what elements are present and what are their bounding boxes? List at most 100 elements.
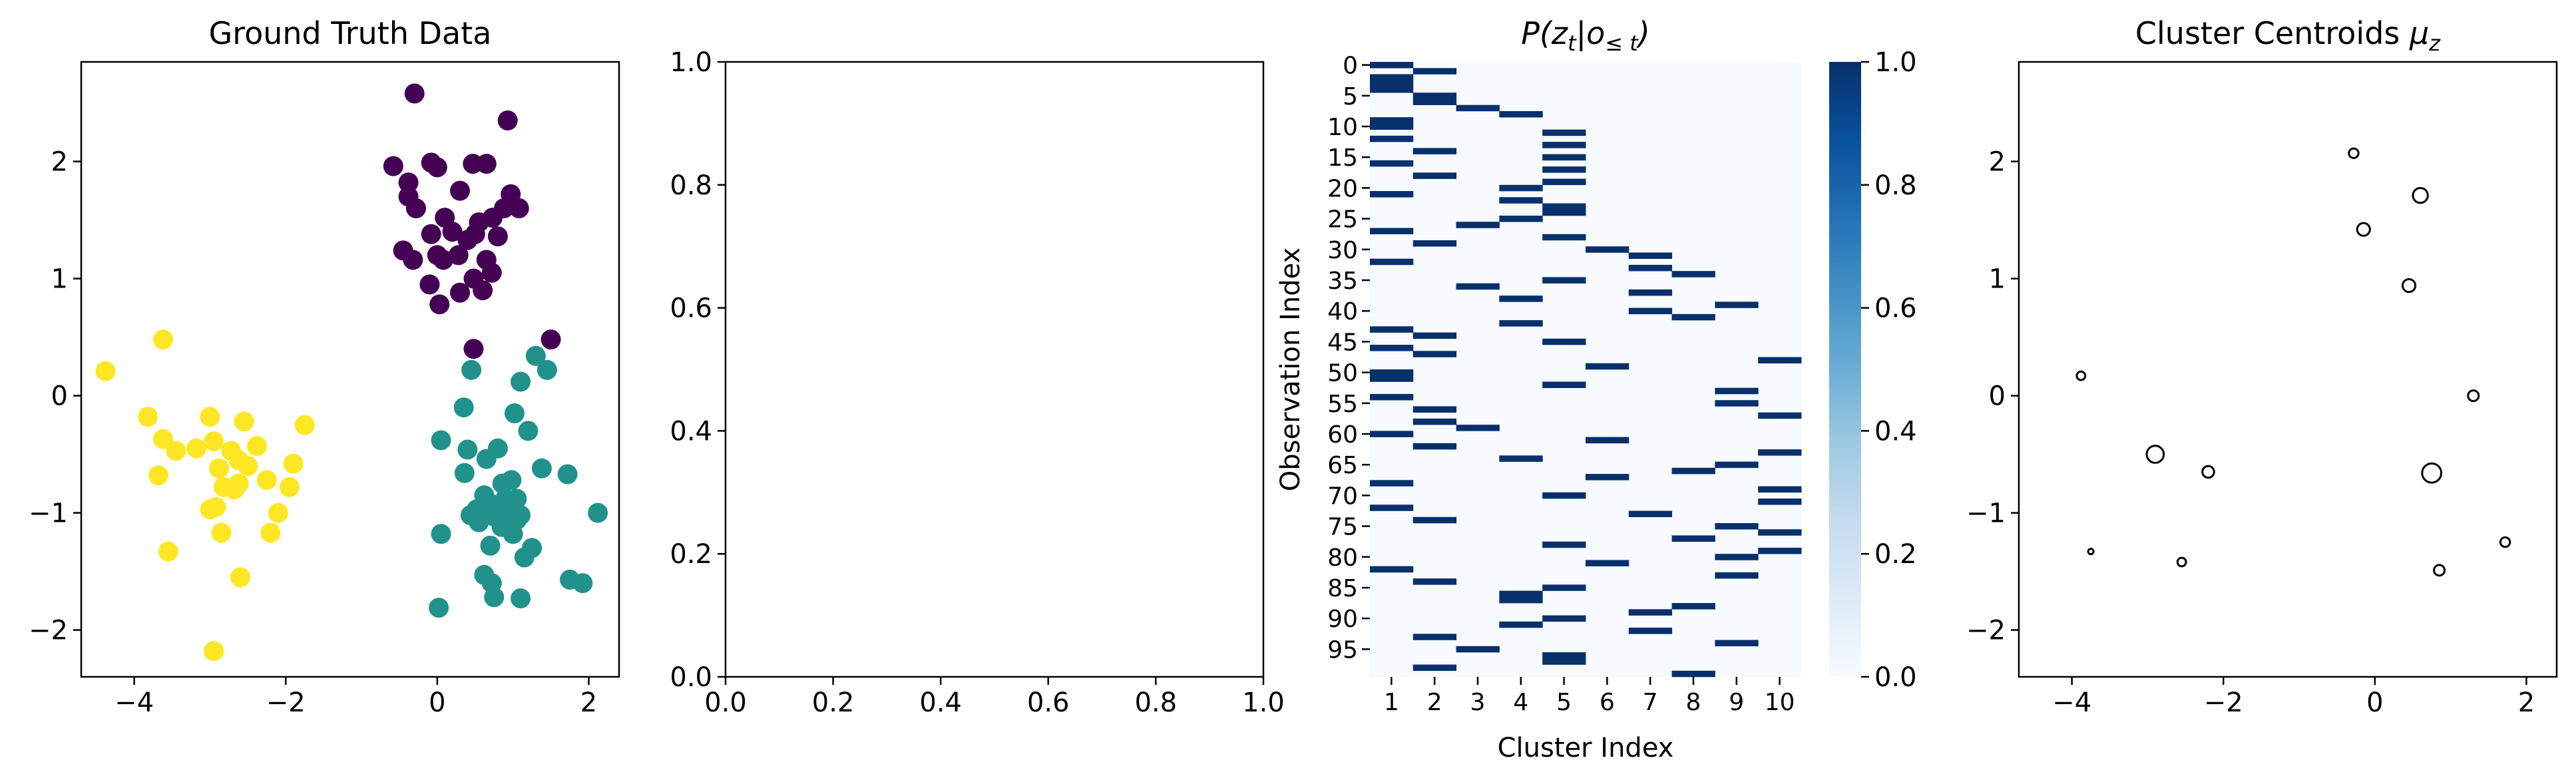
gt-point-cluster-2 <box>504 403 525 423</box>
empty-xtick-label: 1.0 <box>1242 687 1285 718</box>
gt-point-cluster-2 <box>531 458 552 479</box>
heatmap-cell-row-69 <box>1758 486 1802 493</box>
heatmap-cell-row-22 <box>1499 197 1543 204</box>
heatmap-xtick-label: 5 <box>1556 689 1572 716</box>
gt-point-cluster-2 <box>511 588 531 609</box>
gt-point-cluster-2 <box>453 397 474 418</box>
heatmap-cell-row-57 <box>1758 412 1802 419</box>
heatmap-ytick-label: 40 <box>1327 298 1358 325</box>
centroids-title-sub: z <box>2428 31 2441 56</box>
heatmap-ytick-label: 20 <box>1327 175 1358 202</box>
gt-point-cluster-2 <box>454 463 475 483</box>
centroids-panel: Cluster Centroids μz −4 −2 0 2 −2 −1 0 1 2 <box>1966 15 2558 718</box>
heatmap-cell-row-33 <box>1628 264 1673 272</box>
heatmap-cell-row-52 <box>1542 381 1586 389</box>
heatmap-cell-row-11 <box>1542 129 1586 136</box>
heatmap-cell-row-17 <box>1542 166 1586 173</box>
heatmap-cell-row-27 <box>1370 228 1414 235</box>
gt-point-cluster-1 <box>442 222 463 242</box>
gt-point-cluster-1 <box>429 294 450 315</box>
centroid-markers <box>2075 147 2511 577</box>
heatmap-cell-row-63 <box>1758 449 1802 456</box>
heatmap-cell-row-81 <box>1586 560 1629 566</box>
gt-point-cluster-1 <box>473 280 493 301</box>
heatmap-cell-row-65 <box>1715 461 1759 469</box>
empty-panel: 0.0 0.2 0.4 0.6 0.8 1.0 0.0 0.2 0.4 0.6 0.8 1.0 <box>670 47 1284 718</box>
heatmap-cell-row-92 <box>1628 628 1673 634</box>
empty-ytick-label: 0.0 <box>670 662 712 693</box>
centroid-marker <box>2401 278 2417 294</box>
heatmap-cell-row-15 <box>1542 154 1586 161</box>
heatmap-cell-row-48 <box>1758 357 1802 364</box>
heatmap-ytick-label: 45 <box>1327 329 1358 356</box>
heatmap-cell-row-71 <box>1758 498 1802 505</box>
empty-xtick-label: 0.2 <box>812 687 855 718</box>
heatmap-cell-row-84 <box>1412 578 1457 585</box>
centroids-ytick-label: 1 <box>1989 264 2006 295</box>
colorbar-tick-label: 1.0 <box>1874 47 1917 78</box>
heatmap-cell-row-13 <box>1542 142 1586 148</box>
gt-point-cluster-2 <box>429 598 449 618</box>
heatmap-cell-row-12 <box>1370 135 1414 142</box>
gt-point-cluster-1 <box>463 339 484 359</box>
heatmap-cell-row-4 <box>1370 86 1414 93</box>
centroids-frame <box>2018 61 2558 678</box>
colorbar-ticks: 0.0 0.2 0.4 0.6 0.8 1.0 <box>1861 47 1917 693</box>
centroids-title: Cluster Centroids μz <box>2135 15 2441 56</box>
heatmap-ytick-label: 35 <box>1327 268 1358 295</box>
heatmap-cell-row-23 <box>1542 203 1586 210</box>
gt-point-cluster-1 <box>406 198 427 218</box>
heatmap-cell-row-19 <box>1542 178 1586 186</box>
heatmap-cell-row-64 <box>1499 455 1543 462</box>
heatmap-cell-row-60 <box>1370 431 1414 437</box>
heatmap-cells <box>1370 62 1802 678</box>
heatmap-cell-row-55 <box>1715 400 1759 407</box>
heatmap-ytick-label: 50 <box>1327 360 1358 387</box>
heatmap-cell-row-25 <box>1499 216 1543 222</box>
colorbar-gradient <box>1829 62 1861 677</box>
heatmap-cell-row-46 <box>1370 345 1414 351</box>
gt-xtick-label: −4 <box>114 687 154 718</box>
gt-point-cluster-2 <box>511 371 531 392</box>
heatmap-cell-row-26 <box>1456 222 1500 228</box>
heatmap-ytick-label: 0 <box>1343 53 1358 80</box>
heatmap-cell-row-51 <box>1370 375 1414 382</box>
centroids-xtick-label: −4 <box>2052 687 2091 718</box>
gt-point-cluster-3 <box>204 641 224 662</box>
heatmap-xlabel: Cluster Index <box>1498 733 1674 763</box>
heatmap-xtick-label: 10 <box>1765 689 1795 716</box>
heatmap-cell-row-97 <box>1542 658 1586 665</box>
ground-truth-title: Ground Truth Data <box>209 15 492 51</box>
heatmap-ytick-label: 90 <box>1327 606 1358 633</box>
gt-point-cluster-3 <box>166 441 186 461</box>
gt-point-cluster-3 <box>294 415 315 435</box>
gt-point-cluster-3 <box>260 522 281 543</box>
gt-xtick-label: −2 <box>266 687 306 718</box>
empty-ytick-label: 0.2 <box>670 539 712 570</box>
centroid-marker <box>2087 548 2095 556</box>
gt-point-cluster-3 <box>95 361 116 381</box>
heatmap-cell-row-38 <box>1499 295 1543 302</box>
empty-ytick-label: 1.0 <box>670 47 712 78</box>
heatmap-cell-row-53 <box>1715 387 1759 395</box>
colorbar: 0.0 0.2 0.4 0.6 0.8 1.0 <box>1829 47 1917 693</box>
gt-point-cluster-2 <box>557 464 578 485</box>
gt-point-cluster-3 <box>234 411 254 432</box>
heatmap-xtick-label: 9 <box>1729 689 1744 716</box>
heatmap-ytick-label: 10 <box>1327 114 1358 141</box>
heatmap-cell-row-82 <box>1370 566 1414 573</box>
heatmap-ytick-label: 85 <box>1327 575 1358 602</box>
gt-point-cluster-1 <box>450 282 471 303</box>
heatmap-xtick-label: 6 <box>1600 689 1615 716</box>
gt-point-cluster-3 <box>138 407 158 427</box>
centroid-marker <box>2412 186 2429 204</box>
heatmap-xtick-label: 7 <box>1643 689 1658 716</box>
centroid-marker <box>2201 465 2215 479</box>
heatmap-cell-row-28 <box>1542 234 1586 241</box>
heatmap-cell-row-18 <box>1412 172 1457 179</box>
heatmap-ylabel: Observation Index <box>1275 248 1306 491</box>
heatmap-cell-row-66 <box>1671 467 1715 475</box>
heatmap-cell-row-98 <box>1412 664 1457 672</box>
colorbar-tick-label: 0.6 <box>1874 294 1917 324</box>
heatmap-cell-row-5 <box>1412 93 1457 99</box>
